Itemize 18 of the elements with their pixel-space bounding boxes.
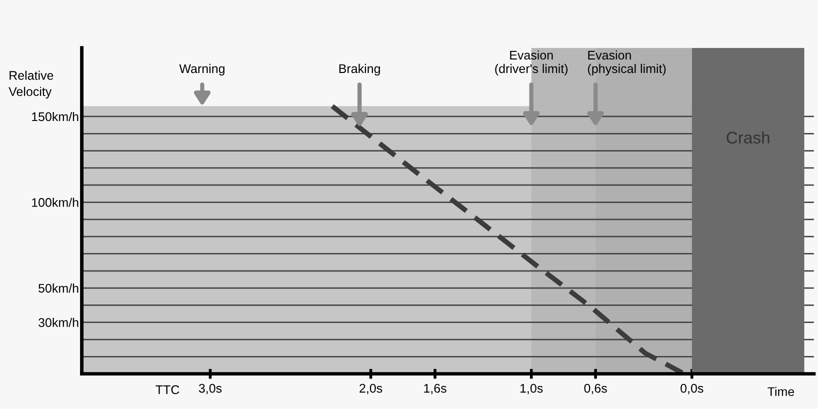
x-tick-label: 2,0s: [360, 384, 382, 394]
x-tick-label: 3,0s: [198, 384, 222, 394]
y-tick-label: 30km/h: [38, 318, 78, 328]
y-axis-title: Relative Velocity: [8, 70, 54, 99]
annotation: Warning: [179, 64, 224, 76]
y-tick-label: 50km/h: [38, 284, 78, 293]
x-tick-label: 0,0s: [680, 384, 704, 394]
x-tick-label: 0,6s: [584, 384, 607, 394]
x-axis-title: Time: [768, 386, 794, 396]
x-tick-label: 1,0s: [520, 384, 543, 394]
text: TTC: [156, 385, 180, 394]
annotation: Evasion (physical limit): [588, 50, 666, 76]
y-tick-label: 100km/h: [32, 198, 78, 207]
x-tick-label: 1,6s: [424, 384, 446, 394]
annotation: Braking: [339, 64, 380, 76]
annotation: Evasion (driver's limit): [495, 50, 568, 76]
band-label: Crash: [726, 131, 770, 144]
y-tick-label: 150km/h: [32, 112, 78, 122]
